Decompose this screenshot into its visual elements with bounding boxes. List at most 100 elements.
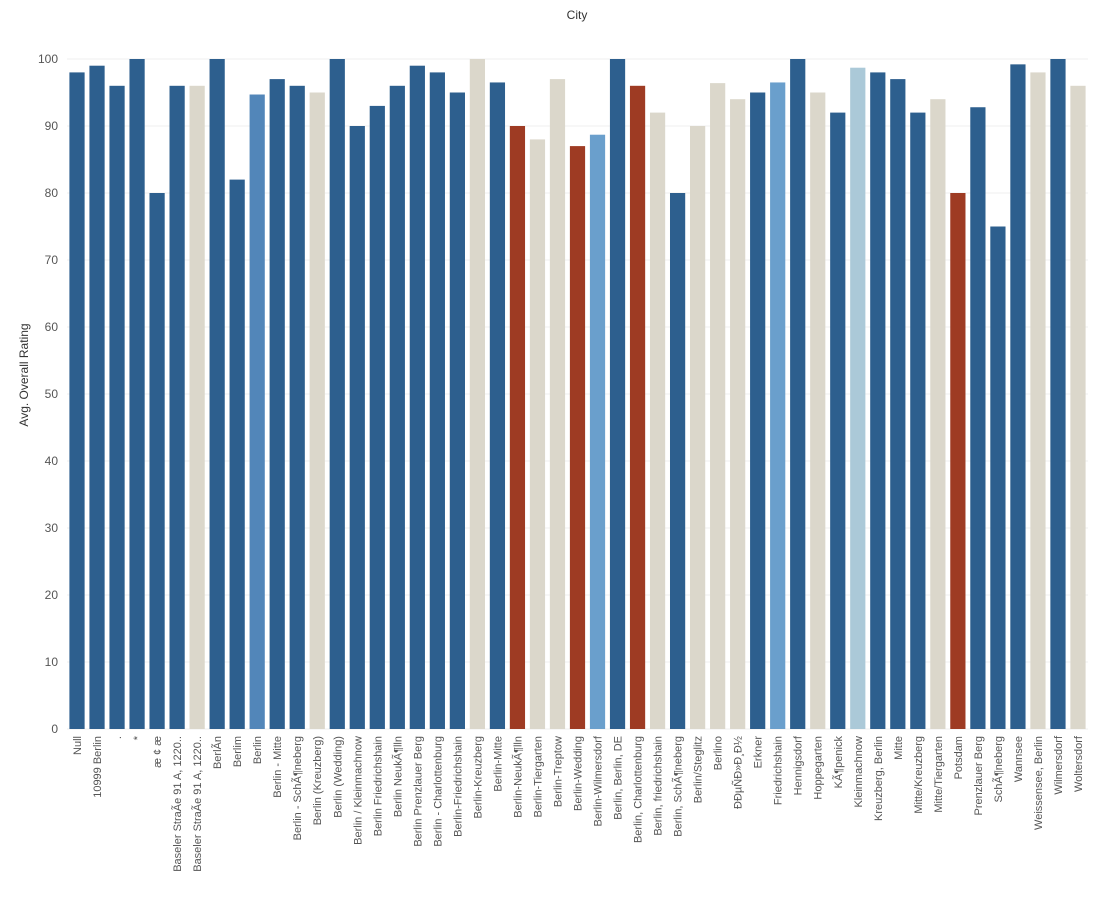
x-tick-label: Potsdam: [953, 736, 965, 779]
bar[interactable]: [870, 72, 886, 729]
bar[interactable]: [790, 59, 806, 729]
x-tick-label: Berlin - Mitte: [272, 736, 284, 798]
bar[interactable]: [629, 85, 646, 730]
x-tick-label: Berlin - SchÃ¶neberg: [291, 736, 304, 840]
bar[interactable]: [649, 112, 666, 730]
bar[interactable]: [449, 92, 465, 730]
x-tick-label: Wilmersdorf: [1053, 735, 1065, 795]
x-tick-label: Prenzlauer Berg: [973, 736, 985, 816]
x-tick-label: Hoppegarten: [813, 736, 825, 800]
x-tick-label: Mitte/Tiergarten: [933, 736, 945, 813]
x-tick-label: Berlin-Treptow: [552, 736, 564, 807]
bar[interactable]: [289, 85, 305, 730]
bar[interactable]: [549, 79, 566, 730]
x-tick-label: Kreuzberg, Berlin: [873, 736, 885, 821]
x-tick-label: Berlim: [232, 736, 244, 767]
bar[interactable]: [730, 99, 746, 729]
bar[interactable]: [1030, 72, 1046, 729]
bar[interactable]: [69, 72, 85, 729]
x-axis-labels: Null 10999 Berlin. * æ ¢ æ Baseler StraÃe 91…: [72, 735, 1085, 872]
bar[interactable]: [970, 107, 986, 730]
x-tick-label: Berlin-Friedrichshain: [452, 736, 464, 837]
bar[interactable]: [409, 65, 425, 729]
y-tick-label: 20: [45, 588, 59, 602]
bar[interactable]: [469, 59, 486, 729]
x-tick-label: Berlin-Kreuzberg: [472, 736, 484, 819]
x-tick-label: Erkner: [753, 736, 765, 769]
bar[interactable]: [910, 112, 926, 730]
bar[interactable]: [329, 59, 345, 729]
x-tick-label: Berlin, Charlottenburg: [633, 736, 645, 843]
x-tick-label: ÐÐµÑÐ»Ð¸Ð½: [732, 736, 745, 809]
y-tick-label: 50: [45, 387, 59, 401]
x-tick-label: Berlin - Charlottenburg: [432, 736, 444, 847]
bar[interactable]: [169, 85, 185, 730]
x-tick-label: Berlin NeukÃ¶lln: [391, 736, 404, 817]
x-tick-label: Berlin, Berlin, DE: [613, 736, 625, 820]
bar[interactable]: [710, 83, 726, 730]
x-tick-label: Berlin/Steglitz: [693, 736, 705, 803]
bar[interactable]: [669, 193, 686, 729]
bar[interactable]: [1070, 85, 1086, 730]
bar[interactable]: [830, 112, 846, 730]
y-tick-label: 30: [45, 521, 59, 535]
bar[interactable]: [750, 92, 766, 730]
chart-title: City: [567, 8, 588, 22]
x-tick-label: Berlin-Wedding: [573, 736, 585, 811]
bar[interactable]: [509, 126, 526, 729]
bar[interactable]: [149, 193, 165, 729]
x-tick-label: Kleinmachnow: [853, 736, 865, 808]
bar[interactable]: [369, 105, 385, 729]
x-tick-label: Berlin, SchÃ¶neberg: [672, 736, 685, 837]
x-tick-label: Hennigsdorf: [793, 735, 805, 795]
x-tick-label: *: [132, 735, 144, 740]
y-tick-label: 70: [45, 253, 59, 267]
bar[interactable]: [129, 59, 145, 729]
bar[interactable]: [770, 82, 786, 729]
bar[interactable]: [529, 139, 546, 729]
bar[interactable]: [249, 94, 265, 729]
x-tick-label: 10999 Berlin: [92, 736, 104, 798]
bar[interactable]: [109, 85, 125, 730]
bar[interactable]: [349, 126, 365, 729]
bar[interactable]: [569, 146, 586, 730]
bar[interactable]: [189, 85, 205, 730]
x-tick-label: Berlin-Wilmersdorf: [593, 735, 605, 826]
bar[interactable]: [850, 67, 866, 729]
x-tick-label: Wannsee: [1013, 736, 1025, 782]
bar[interactable]: [690, 126, 706, 729]
bar[interactable]: [429, 72, 445, 729]
x-tick-label: Berlin Friedrichshain: [372, 736, 384, 836]
x-tick-label: Weissensee, Berlin: [1033, 736, 1045, 830]
bar[interactable]: [269, 79, 285, 730]
y-axis-label: Avg. Overall Rating: [17, 323, 31, 426]
bar[interactable]: [609, 59, 626, 729]
bar[interactable]: [389, 85, 405, 730]
bar[interactable]: [229, 179, 245, 730]
y-tick-label: 10: [45, 655, 59, 669]
x-tick-label: Berlin-Mitte: [492, 736, 504, 792]
y-tick-label: 60: [45, 320, 59, 334]
x-tick-label: BerlÃn: [211, 736, 224, 769]
x-tick-label: Baseler StraÃe 91 A, 1220..: [171, 736, 184, 872]
bar[interactable]: [589, 134, 606, 729]
x-tick-label: æ ¢ æ: [152, 736, 164, 768]
bar[interactable]: [309, 92, 325, 730]
bar[interactable]: [890, 79, 906, 730]
bar[interactable]: [930, 99, 946, 729]
bar[interactable]: [89, 65, 105, 729]
y-tick-label: 40: [45, 454, 59, 468]
x-tick-label: SchÃ¶neberg: [992, 736, 1005, 802]
x-tick-label: Woltersdorf: [1073, 735, 1085, 792]
bar[interactable]: [810, 92, 826, 730]
x-tick-label: Berlin: [252, 736, 264, 764]
bar[interactable]: [209, 59, 225, 729]
bar[interactable]: [950, 193, 966, 729]
x-tick-label: KÃ¶penick: [832, 736, 845, 789]
x-tick-label: Berlin-Tiergarten: [532, 736, 544, 818]
bar[interactable]: [1010, 64, 1026, 730]
bar[interactable]: [990, 226, 1006, 730]
bar[interactable]: [1050, 59, 1066, 729]
bar[interactable]: [489, 82, 506, 729]
